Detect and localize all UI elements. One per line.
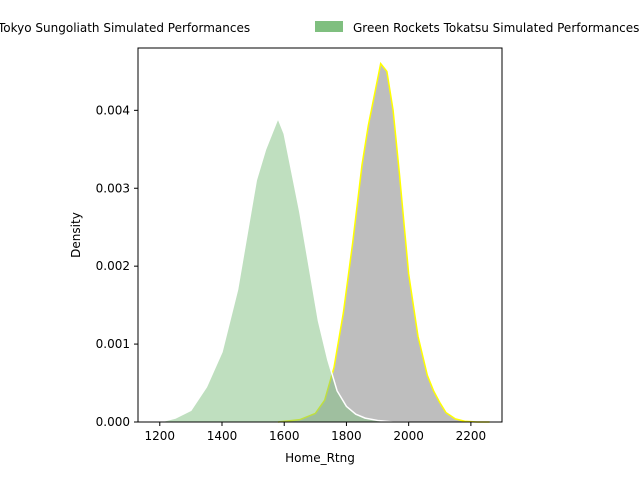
ticks-layer: 1200 1400 1600 1800 2000 2200 0.000 0.001 0.002 0… [96, 103, 487, 443]
legend-label-green-rockets: Green Rockets Tokatsu Simulated Performa… [353, 21, 639, 35]
y-tick-label: 0.001 [96, 337, 130, 351]
x-tick-label: 1800 [331, 429, 362, 443]
y-tick-label: 0.003 [96, 181, 130, 195]
legend-swatch-green-rockets [315, 21, 343, 32]
density-area-tokyo [278, 63, 490, 422]
y-tick-label: 0.002 [96, 259, 130, 273]
x-axis-label: Home_Rtng [285, 451, 355, 465]
y-axis-label: Density [69, 212, 83, 258]
x-tick-label: 1600 [269, 429, 300, 443]
x-tick-label: 2000 [393, 429, 424, 443]
legend-label-tokyo: Tokyo Sungoliath Simulated Performances [0, 21, 250, 35]
y-tick-label: 0.004 [96, 103, 130, 117]
y-tick-label: 0.000 [96, 415, 130, 429]
series-layer [159, 61, 490, 423]
density-line-green-rockets [159, 116, 409, 423]
x-tick-label: 1400 [207, 429, 238, 443]
legend: Tokyo Sungoliath Simulated Performances … [0, 21, 639, 35]
plot-frame [137, 47, 503, 423]
x-tick-label: 1200 [145, 429, 176, 443]
x-tick-label: 2200 [456, 429, 487, 443]
density-area-green-rockets [159, 118, 409, 422]
